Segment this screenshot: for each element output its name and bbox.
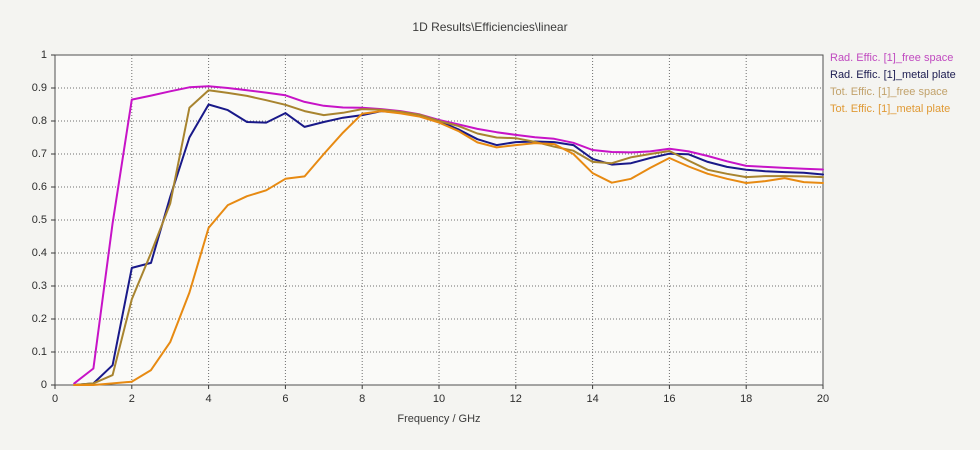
legend-item-2: Tot. Effic. [1]_free space (830, 86, 948, 98)
x-tick-label: 8 (359, 393, 366, 405)
x-tick-label: 14 (586, 393, 599, 405)
y-tick-label: 0.3 (31, 280, 47, 292)
x-tick-label: 10 (432, 393, 446, 405)
x-tick-label: 20 (816, 393, 830, 405)
legend-item-3: Tot. Effic. [1]_metal plate (830, 103, 951, 115)
x-tick-label: 6 (282, 393, 289, 405)
legend: Rad. Effic. [1]_free space Rad. Effic. [1… (830, 52, 956, 116)
y-tick-label: 0.4 (31, 247, 47, 259)
series-line-0 (73, 85, 824, 385)
x-axis-title: Frequency / GHz (397, 413, 481, 425)
series-line-2 (73, 89, 824, 386)
series-line-1 (73, 103, 824, 386)
y-tick-label: 0.5 (31, 214, 47, 226)
y-tick-label: 0.6 (31, 181, 47, 193)
legend-item-0: Rad. Effic. [1]_free space (830, 52, 954, 64)
chart-title: 1D Results\Efficiencies\linear (412, 20, 568, 34)
y-tick-label: 0.8 (31, 115, 47, 127)
y-tick-label: 1 (40, 49, 47, 61)
legend-item-1: Rad. Effic. [1]_metal plate (830, 69, 956, 81)
x-tick-label: 16 (663, 393, 676, 405)
x-tick-label: 4 (205, 393, 212, 405)
x-tick-label: 2 (128, 393, 135, 405)
series-line-3 (73, 110, 824, 386)
y-tick-label: 0.2 (31, 313, 47, 325)
x-tick-label: 0 (51, 393, 59, 405)
y-tick-label: 0.1 (31, 346, 47, 358)
x-tick-label: 18 (740, 393, 753, 405)
x-tick-label: 12 (509, 393, 522, 405)
y-tick-label: 0.7 (31, 148, 47, 160)
y-tick-label: 0.9 (31, 82, 47, 94)
y-tick-label: 0 (40, 379, 47, 391)
